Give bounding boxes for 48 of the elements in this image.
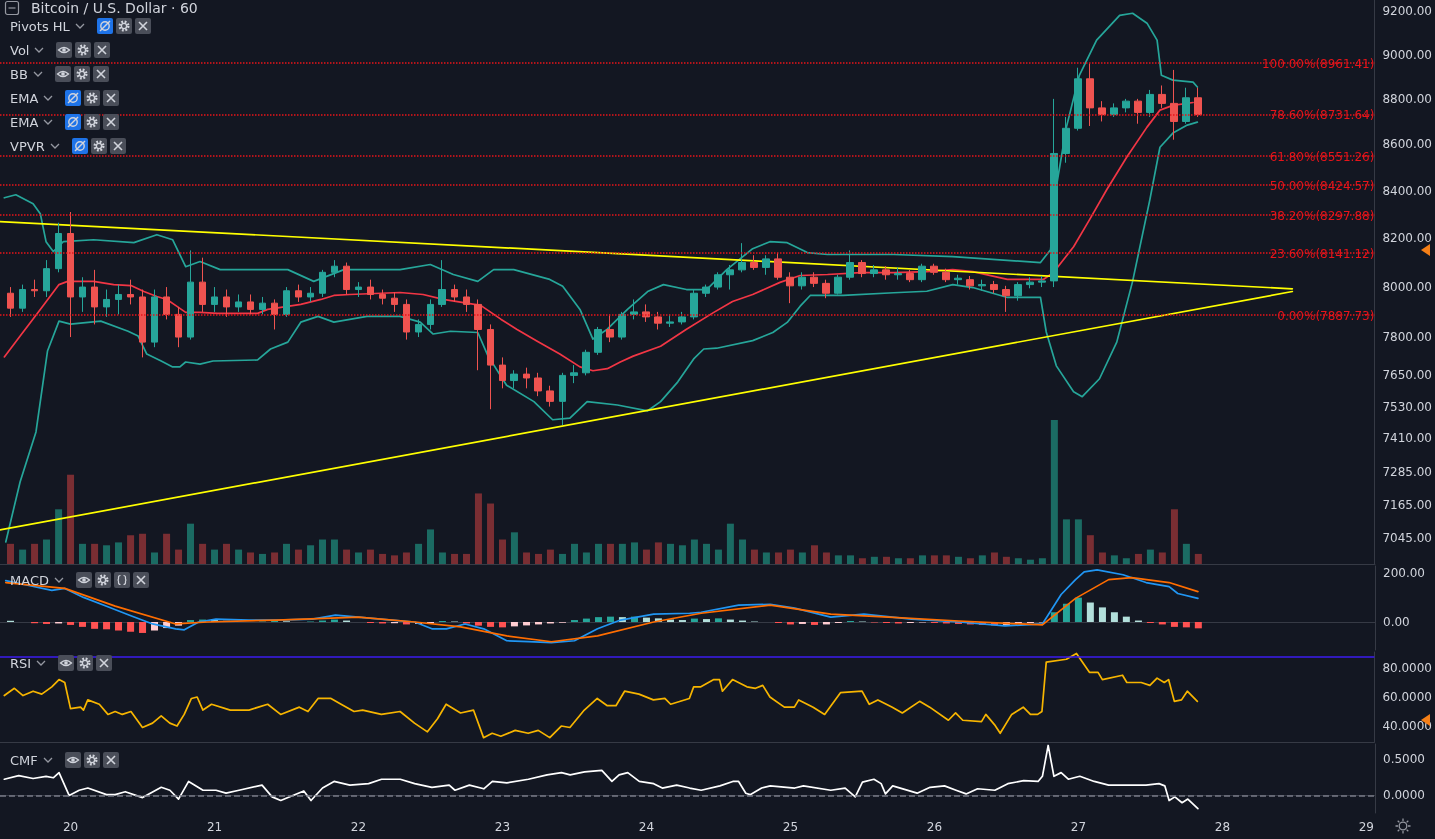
y-tick-label: 200.00	[1383, 566, 1425, 581]
x-tick-label: 28	[1214, 820, 1231, 834]
y-tick-label: 0.0000	[1383, 788, 1425, 803]
ref-line-label: 50.00%(8424.57)	[1269, 178, 1375, 193]
ref-line-label: 0.00%(7887.73)	[1277, 308, 1375, 323]
x-tick-label: 26	[926, 820, 943, 834]
x-tick-label: 21	[206, 820, 223, 834]
y-tick-label: 8400.00	[1382, 183, 1432, 198]
annotation: Pivots HL	[10, 18, 70, 34]
annotation: VPVR	[10, 138, 45, 154]
x-tick-label: 22	[350, 820, 367, 834]
y-tick-label: 9200.00	[1382, 4, 1432, 19]
y-tick-label: 7530.00	[1382, 399, 1432, 414]
y-tick-label: 8600.00	[1382, 137, 1432, 152]
x-tick-label: 25	[782, 820, 799, 834]
annotation: BB	[10, 66, 28, 82]
annotation: EMA	[10, 90, 39, 106]
ref-line-label: 78.60%(8731.64)	[1269, 108, 1375, 123]
ref-line-label: 100.00%(8961.41)	[1261, 57, 1375, 72]
y-tick-label: 8800.00	[1382, 91, 1432, 106]
y-tick-label: 7650.00	[1382, 368, 1432, 383]
x-tick-label: 29	[1358, 820, 1374, 834]
y-tick-label: 7285.00	[1382, 464, 1432, 479]
y-tick-label: 40.0000	[1382, 719, 1432, 734]
text: MACD	[10, 572, 49, 588]
y-tick-label: 8000.00	[1382, 280, 1432, 295]
y-tick-label: 7045.00	[1382, 531, 1432, 546]
y-tick-label: 8200.00	[1382, 231, 1432, 246]
ref-line-label: 23.60%(8141.12)	[1269, 246, 1375, 261]
text: CMF	[10, 752, 38, 768]
x-tick-label: 24	[638, 820, 655, 834]
y-tick-label: 60.0000	[1382, 690, 1432, 704]
y-tick-label: 0.00	[1383, 615, 1410, 629]
x-tick-label: 20	[62, 820, 79, 834]
chart-title: RSI	[10, 655, 32, 671]
x-tick-label: 23	[494, 820, 511, 834]
y-tick-label: 7800.00	[1382, 330, 1432, 345]
annotation: Vol	[10, 42, 30, 58]
x-tick-label: 27	[1070, 820, 1087, 834]
y-tick-label: 9000.00	[1382, 47, 1432, 62]
ref-line-label: 61.80%(8551.26)	[1269, 149, 1375, 164]
y-tick-label: 7165.00	[1382, 497, 1432, 512]
annotation: EMA	[10, 114, 39, 130]
y-tick-label: 0.5000	[1383, 751, 1425, 766]
ref-line-label: 38.20%(8297.88)	[1269, 208, 1375, 223]
y-tick-label: 7410.00	[1382, 431, 1432, 446]
y-tick-label: 80.0000	[1382, 660, 1432, 675]
chart-title: Bitcoin / U.S. Dollar · 60	[31, 0, 198, 16]
